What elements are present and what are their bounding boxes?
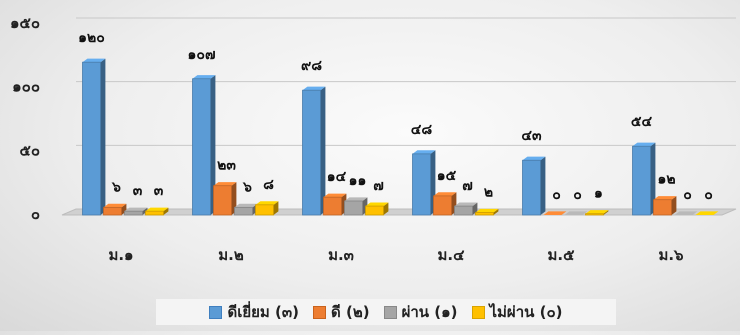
data-label-fail: ๘	[263, 177, 274, 193]
data-label-fail: ๐	[704, 187, 713, 203]
legend-item-fail: ไม่ผ่าน (๐)	[471, 300, 563, 324]
data-label-excellent: ๙๘	[301, 58, 322, 74]
bar-excellent	[302, 86, 326, 216]
y-tick-label: ๑๕๐	[10, 14, 40, 32]
bar-pass	[234, 203, 258, 216]
bar-pass	[124, 207, 148, 216]
data-label-fail: ๒	[484, 184, 493, 200]
y-tick-label: ๐	[31, 205, 40, 223]
bar-fail	[695, 211, 719, 215]
bar-fail	[585, 210, 609, 216]
data-label-excellent: ๑๐๗	[188, 47, 216, 63]
x-tick-label: ม.๕	[548, 246, 576, 264]
bar-excellent	[632, 142, 656, 216]
bar-fail	[475, 208, 499, 216]
data-label-pass: ๐	[573, 187, 582, 203]
y-tick-label: ๑๐๐	[12, 78, 40, 96]
bar-fail	[145, 207, 169, 216]
legend-label-fail: ไม่ผ่าน (๐)	[489, 303, 563, 321]
y-tick-label: ๕๐	[19, 141, 40, 159]
bar-good	[323, 193, 347, 216]
legend-swatch-good	[313, 305, 327, 319]
data-label-pass: ๗	[462, 178, 473, 194]
legend-swatch-pass	[383, 305, 397, 319]
data-label-excellent: ๕๔	[631, 114, 653, 130]
bar-pass	[564, 211, 588, 215]
y-axis-ticks: ๐ ๕๐ ๑๐๐ ๑๕๐	[10, 14, 40, 223]
bar-good	[213, 182, 237, 216]
legend-item-good: ดี (๒)	[313, 300, 370, 324]
legend: ดีเยี่ยม (๓) ดี (๒) ผ่าน (๑) ไม่ผ่าน (๐)	[156, 299, 616, 325]
bar-good	[543, 211, 567, 215]
bar-excellent	[412, 150, 436, 216]
bar-excellent	[522, 156, 546, 216]
legend-item-pass: ผ่าน (๑)	[383, 300, 458, 324]
data-label-excellent: ๔๓	[521, 128, 542, 144]
bar-good	[653, 196, 677, 216]
data-label-fail: ๗	[373, 178, 384, 194]
x-tick-label: ม.๓	[328, 246, 354, 264]
legend-label-pass: ผ่าน (๑)	[401, 303, 458, 321]
data-label-fail: ๓	[154, 183, 164, 199]
bar-fail	[365, 202, 389, 216]
data-label-pass: ๐	[683, 187, 692, 203]
gridlines	[76, 17, 736, 146]
data-label-good: ๑๔	[327, 169, 347, 185]
bar-fail	[255, 201, 279, 216]
data-label-pass: ๓	[133, 183, 143, 199]
bars	[82, 58, 719, 216]
x-tick-label: ม.๔	[438, 246, 466, 264]
bar-pass	[674, 211, 698, 215]
data-label-excellent: ๔๘	[411, 122, 433, 138]
legend-label-good: ดี (๒)	[331, 303, 370, 321]
x-axis-ticks: ม.๑ ม.๒ ม.๓ ม.๔ ม.๕ ม.๖	[108, 246, 684, 264]
data-label-good: ๑๕	[437, 168, 457, 184]
x-tick-label: ม.๖	[658, 246, 684, 264]
bar-good	[103, 203, 127, 216]
bar-good	[433, 192, 457, 216]
legend-item-excellent: ดีเยี่ยม (๓)	[209, 300, 299, 324]
legend-label-excellent: ดีเยี่ยม (๓)	[227, 303, 300, 321]
data-label-excellent: ๑๒๐	[78, 30, 105, 46]
data-labels: ๑๒๐๖๓๓๑๐๗๒๓๖ ๘๙๘๑๔ ๑๑ ๗๔๘๑๕๗ ๒๔๓๐๐๑๕๔๑๒๐๐	[78, 30, 713, 203]
x-tick-label: ม.๑	[108, 246, 133, 264]
data-label-pass: ๑๑	[349, 173, 367, 189]
x-tick-label: ม.๒	[218, 246, 244, 264]
data-label-good: ๖	[111, 179, 121, 195]
data-label-pass: ๖	[242, 179, 252, 195]
legend-swatch-excellent	[209, 305, 223, 319]
bar-excellent	[192, 75, 216, 216]
bar-pass	[454, 202, 478, 216]
data-label-good: ๐	[552, 187, 561, 203]
data-label-good: ๑๒	[657, 172, 675, 188]
data-label-good: ๒๓	[217, 158, 236, 174]
bar-excellent	[82, 58, 106, 216]
bar-pass	[344, 197, 368, 216]
legend-swatch-fail	[471, 305, 485, 319]
data-label-fail: ๑	[594, 186, 603, 202]
